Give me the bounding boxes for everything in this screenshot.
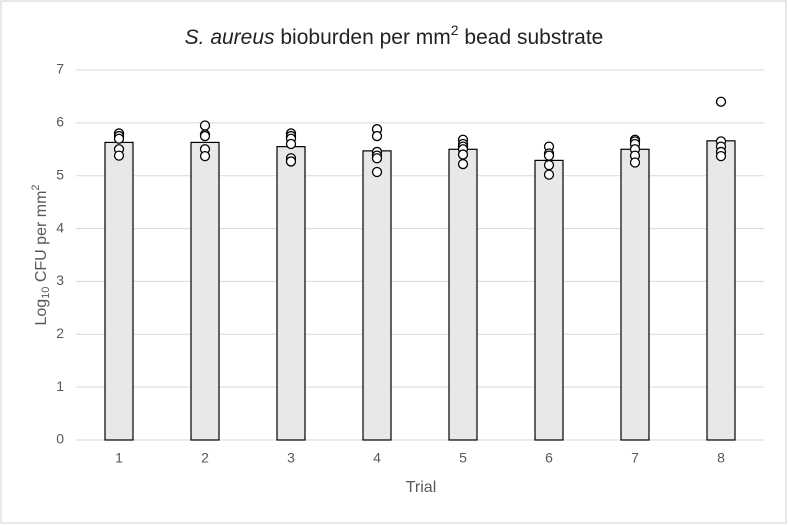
y-label-part: CFU per mm — [33, 191, 50, 287]
x-tick-label: 7 — [631, 450, 639, 466]
bar — [534, 159, 564, 441]
data-point — [543, 159, 555, 171]
data-point — [285, 138, 297, 150]
bar — [190, 141, 220, 441]
y-tick-label: 3 — [56, 272, 64, 288]
data-point — [371, 166, 383, 178]
y-tick-label: 0 — [56, 431, 64, 447]
data-point — [113, 150, 125, 161]
data-point — [715, 151, 727, 162]
bar — [104, 141, 134, 441]
y-tick-label: 7 — [56, 61, 64, 77]
data-point — [457, 158, 469, 170]
title-part: bead substrate — [459, 26, 604, 49]
bar — [448, 148, 478, 441]
x-axis-label: Trial — [406, 479, 437, 496]
y-label-part: Log — [33, 299, 50, 326]
bar — [620, 148, 650, 441]
x-tick-label: 1 — [115, 450, 123, 466]
y-label-part: 2 — [30, 184, 42, 190]
data-point — [199, 130, 211, 142]
data-point — [285, 156, 297, 167]
data-point — [371, 130, 383, 142]
data-point — [715, 96, 727, 107]
y-tick-label: 1 — [56, 378, 64, 394]
x-tick-label: 3 — [287, 450, 295, 466]
bar — [276, 146, 306, 441]
y-axis-label: Log10 CFU per mm2 — [30, 184, 52, 325]
chart-title: S. aureus bioburden per mm2 bead substra… — [185, 22, 604, 49]
data-point — [543, 169, 555, 180]
x-tick-label: 2 — [201, 450, 209, 466]
bar — [706, 140, 736, 441]
x-tick-label: 8 — [717, 450, 725, 466]
data-point — [457, 149, 469, 160]
y-tick-label: 4 — [56, 219, 64, 235]
title-part: bioburden per mm — [275, 26, 451, 49]
data-point — [543, 150, 555, 161]
data-point — [629, 157, 641, 168]
x-tick-label: 5 — [459, 450, 467, 466]
x-tick-label: 6 — [545, 450, 553, 466]
data-point — [371, 153, 383, 164]
data-point — [199, 120, 211, 131]
bar — [362, 150, 392, 441]
data-point — [199, 151, 211, 162]
title-part: 2 — [451, 22, 459, 38]
x-tick-label: 4 — [373, 450, 381, 466]
y-tick-label: 6 — [56, 114, 64, 130]
y-tick-label: 2 — [56, 325, 64, 341]
title-part: S. aureus — [185, 26, 275, 49]
y-tick-label: 5 — [56, 166, 64, 182]
y-label-part: 10 — [40, 287, 52, 299]
data-point — [113, 133, 125, 144]
